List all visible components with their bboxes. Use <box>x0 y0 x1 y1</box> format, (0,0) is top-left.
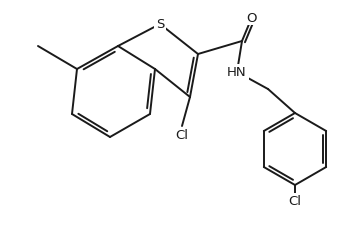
Text: HN: HN <box>227 66 247 79</box>
Text: S: S <box>156 18 164 31</box>
Text: Cl: Cl <box>288 195 301 208</box>
Text: O: O <box>247 11 257 24</box>
Text: Cl: Cl <box>175 129 189 142</box>
